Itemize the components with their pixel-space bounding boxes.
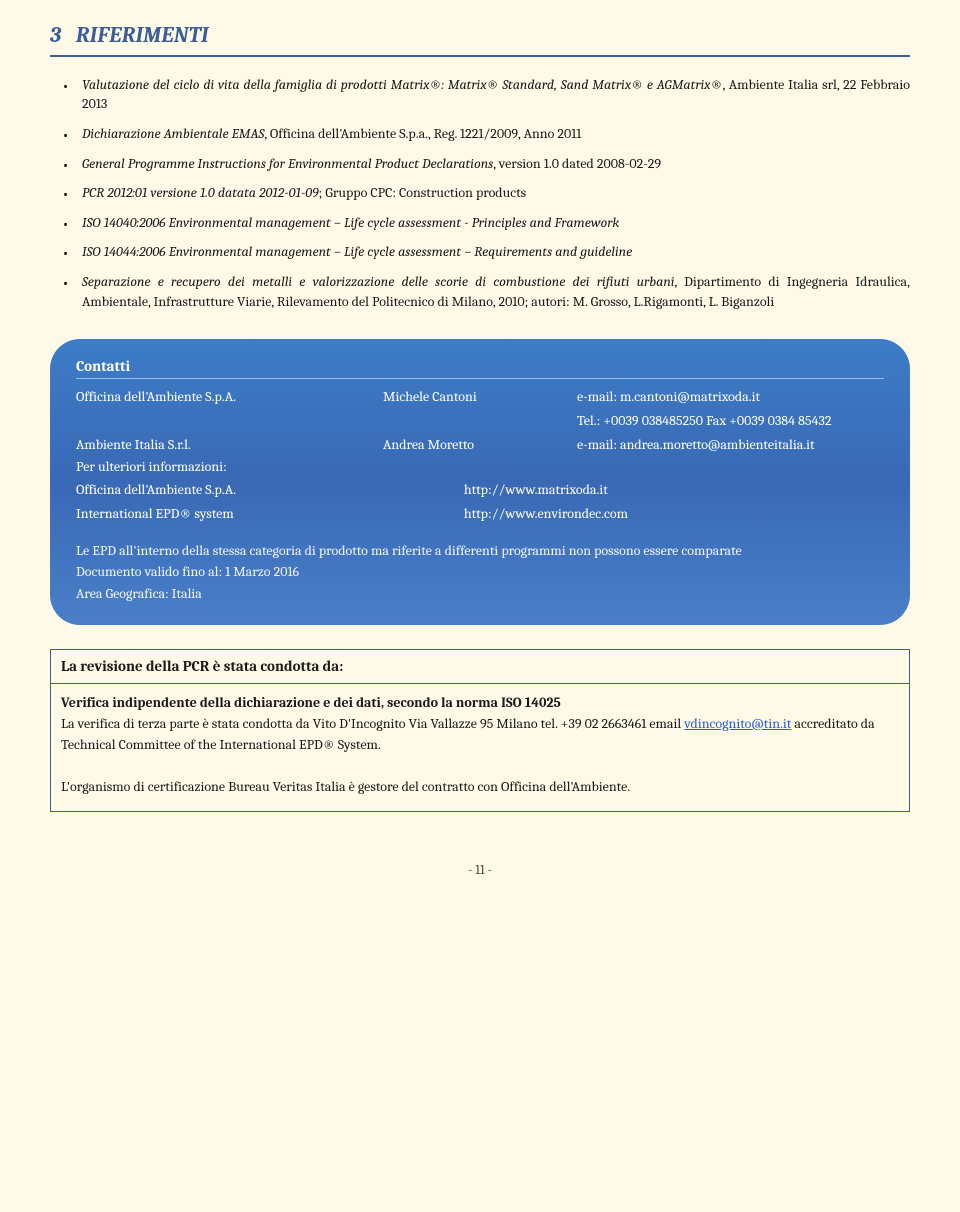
contact-person: Michele Cantoni xyxy=(383,385,577,409)
notice-line: Le EPD all'interno della stessa categori… xyxy=(76,540,884,562)
contact-detail: Tel.: +0039 038485250 Fax +0039 0384 854… xyxy=(577,409,884,433)
references-list: Valutazione del ciclo di vita della fami… xyxy=(50,75,910,311)
contacts-notice: Le EPD all'interno della stessa categori… xyxy=(76,540,884,605)
more-info-label: Per ulteriori informazioni: xyxy=(76,456,884,478)
reference-title: General Programme Instructions for Envir… xyxy=(82,155,493,172)
reference-item: Separazione e recupero dei metalli e val… xyxy=(58,272,910,311)
contact-link-row: International EPD® systemhttp://www.envi… xyxy=(76,502,884,526)
notice-line: Documento valido fino al: 1 Marzo 2016 xyxy=(76,561,884,583)
contact-row: Tel.: +0039 038485250 Fax +0039 0384 854… xyxy=(76,409,884,433)
contacts-heading: Contatti xyxy=(76,355,884,378)
contact-detail: e-mail: m.cantoni@matrixoda.it xyxy=(577,385,884,409)
contact-link-url[interactable]: http://www.environdec.com xyxy=(464,505,628,522)
contact-link-org: Officina dell'Ambiente S.p.A. xyxy=(76,478,464,502)
contacts-table: Officina dell'Ambiente S.p.A.Michele Can… xyxy=(76,385,884,456)
reference-item: Valutazione del ciclo di vita della fami… xyxy=(58,75,910,114)
reference-item: ISO 14044:2006 Environmental management … xyxy=(58,242,910,262)
reference-title: Valutazione del ciclo di vita della fami… xyxy=(82,76,722,93)
section-title: RIFERIMENTI xyxy=(76,22,209,48)
reference-title: Dichiarazione Ambientale EMAS xyxy=(82,125,264,142)
divider xyxy=(76,378,884,379)
section-heading: 3 RIFERIMENTI xyxy=(50,20,910,57)
reference-item: Dichiarazione Ambientale EMAS, Officina … xyxy=(58,124,910,144)
reference-title: PCR 2012:01 versione 1.0 datata 2012-01-… xyxy=(82,184,319,201)
contact-link-url[interactable]: http://www.matrixoda.it xyxy=(464,481,608,498)
reference-item: ISO 14040:2006 Environmental management … xyxy=(58,213,910,233)
reference-tail: , version 1.0 dated 2008-02-29 xyxy=(493,155,661,172)
contacts-box: Contatti Officina dell'Ambiente S.p.A.Mi… xyxy=(50,339,910,624)
contact-row: Officina dell'Ambiente S.p.A.Michele Can… xyxy=(76,385,884,409)
contact-link-row: Officina dell'Ambiente S.p.A.http://www.… xyxy=(76,478,884,502)
reference-item: PCR 2012:01 versione 1.0 datata 2012-01-… xyxy=(58,183,910,203)
contact-link-org: International EPD® system xyxy=(76,502,464,526)
pcr-body: Verifica indipendente della dichiarazion… xyxy=(51,684,909,811)
reference-title: ISO 14040:2006 Environmental management … xyxy=(82,214,619,231)
reference-title: Separazione e recupero dei metalli e val… xyxy=(82,273,675,290)
contact-org: Ambiente Italia S.r.l. xyxy=(76,433,383,457)
contact-person xyxy=(383,409,577,433)
notice-line: Area Geografica: Italia xyxy=(76,583,884,605)
contact-row: Ambiente Italia S.r.l.Andrea Morettoe-ma… xyxy=(76,433,884,457)
pcr-paragraph-2: L'organismo di certificazione Bureau Ver… xyxy=(61,776,899,797)
contacts-links-table: Officina dell'Ambiente S.p.A.http://www.… xyxy=(76,478,884,525)
contact-org: Officina dell'Ambiente S.p.A. xyxy=(76,385,383,409)
reference-item: General Programme Instructions for Envir… xyxy=(58,154,910,174)
reference-tail: , Officina dell'Ambiente S.p.a., Reg. 12… xyxy=(264,125,581,142)
section-number: 3 xyxy=(50,22,61,48)
reference-title: ISO 14044:2006 Environmental management … xyxy=(82,243,632,260)
pcr-subheading: Verifica indipendente della dichiarazion… xyxy=(61,692,899,713)
contact-org xyxy=(76,409,383,433)
pcr-heading: La revisione della PCR è stata condotta … xyxy=(51,650,909,684)
page-number: - 11 - xyxy=(50,862,910,880)
reference-tail: ; Gruppo CPC: Construction products xyxy=(319,184,527,201)
contact-detail: e-mail: andrea.moretto@ambienteitalia.it xyxy=(577,433,884,457)
pcr-verification-box: La revisione della PCR è stata condotta … xyxy=(50,649,910,812)
pcr-paragraph-1: La verifica di terza parte è stata condo… xyxy=(61,713,899,755)
pcr-email-link[interactable]: vdincognito@tin.it xyxy=(684,715,791,732)
pcr-body-pre: La verifica di terza parte è stata condo… xyxy=(61,715,684,732)
contact-person: Andrea Moretto xyxy=(383,433,577,457)
